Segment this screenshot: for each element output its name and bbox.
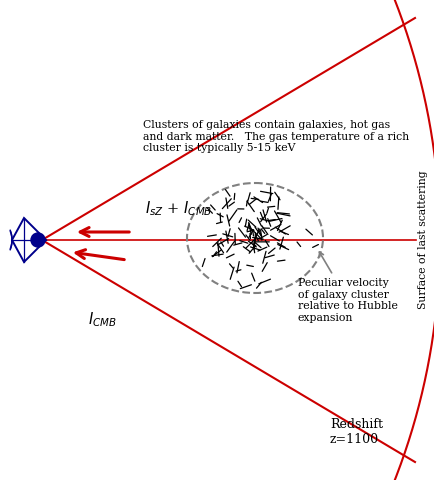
Text: $I_{CMB}$: $I_{CMB}$	[88, 310, 117, 329]
Text: Surface of last scattering: Surface of last scattering	[418, 171, 428, 309]
Text: Clusters of galaxies contain galaxies, hot gas
and dark matter.   The gas temper: Clusters of galaxies contain galaxies, h…	[143, 120, 409, 153]
Text: Peculiar velocity
of galaxy cluster
relative to Hubble
expansion: Peculiar velocity of galaxy cluster rela…	[298, 252, 398, 323]
Text: $I_{sZ}$ + $I_{CMB}$: $I_{sZ}$ + $I_{CMB}$	[145, 199, 212, 218]
Text: Redshift
z=1100: Redshift z=1100	[330, 418, 383, 446]
Circle shape	[31, 233, 45, 247]
